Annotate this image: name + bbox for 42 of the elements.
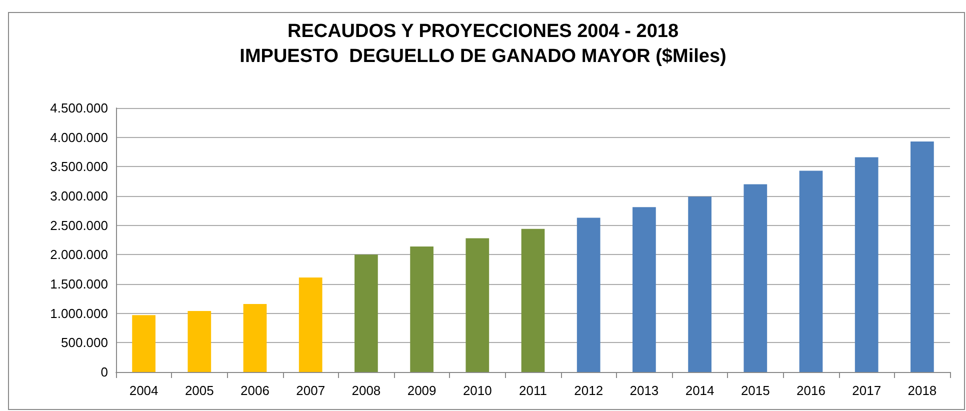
bar <box>466 238 490 372</box>
x-tick-label: 2010 <box>462 383 492 398</box>
y-tick-label: 2.000.000 <box>50 247 108 262</box>
chart-title: RECAUDOS Y PROYECCIONES 2004 - 2018 <box>287 21 679 42</box>
x-tick-label: 2014 <box>685 383 714 398</box>
x-tick-label: 2008 <box>352 383 381 398</box>
bar <box>744 184 768 372</box>
y-tick-label: 3.000.000 <box>50 188 108 204</box>
x-tick-label: 2006 <box>240 383 270 398</box>
x-tick-label: 2012 <box>574 383 604 398</box>
bar <box>799 170 823 372</box>
x-tick-label: 2018 <box>908 383 937 398</box>
x-tick-label: 2016 <box>796 383 826 398</box>
y-tick-label: 4.500.000 <box>50 100 108 116</box>
y-tick-label: 0 <box>100 364 108 380</box>
y-tick-label: 1.500.000 <box>50 276 108 292</box>
bar <box>188 310 212 372</box>
x-tick-label: 2007 <box>296 383 326 398</box>
y-tick-label: 4.000.000 <box>50 130 108 145</box>
bar <box>410 246 434 372</box>
chart-subtitle: IMPUESTO DEGUELLO DE GANADO MAYOR ($Miles) <box>240 46 726 67</box>
y-tick-label: 2.500.000 <box>50 218 108 233</box>
bar <box>910 141 934 372</box>
x-tick-label: 2017 <box>852 383 882 398</box>
bar <box>521 228 545 372</box>
bar <box>298 278 322 372</box>
bar <box>688 196 712 372</box>
x-tick-label: 2005 <box>184 383 214 398</box>
y-tick-label: 500.000 <box>61 335 108 350</box>
y-tick-label: 1.000.000 <box>50 306 108 321</box>
bar <box>632 207 656 372</box>
bar <box>243 304 267 372</box>
bar <box>576 218 600 372</box>
x-tick-label: 2004 <box>129 383 158 398</box>
x-tick-label: 2009 <box>407 383 436 398</box>
y-tick-label: 3.500.000 <box>50 159 108 174</box>
bar <box>132 315 156 372</box>
x-tick-label: 2011 <box>519 383 547 398</box>
x-tick-label: 2015 <box>740 383 770 398</box>
bar <box>354 254 378 372</box>
bar <box>854 157 878 372</box>
x-tick-label: 2013 <box>630 383 659 398</box>
